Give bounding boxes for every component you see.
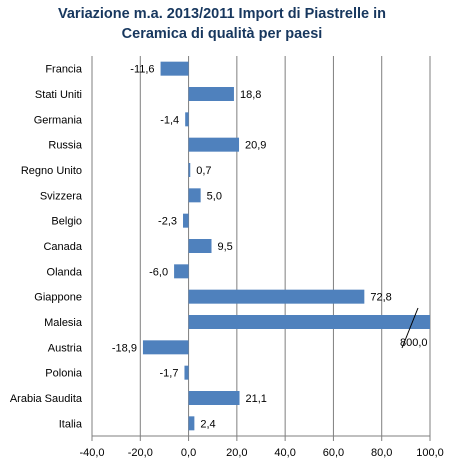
category-label: Arabia Saudita (10, 393, 83, 405)
bar (188, 289, 365, 304)
value-label: -6,0 (149, 266, 168, 278)
bar (188, 163, 191, 177)
x-tick-label: 80,0 (371, 447, 392, 459)
value-label: 20,9 (245, 140, 266, 152)
chart-title-line-1: Variazione m.a. 2013/2011 Import di Pias… (58, 6, 386, 22)
value-label: -11,6 (130, 64, 154, 76)
gridlines (91, 56, 431, 441)
category-label: Svizzera (40, 190, 83, 202)
x-tick-label: 100,0 (416, 447, 444, 459)
bar (185, 112, 189, 127)
value-label: -1,4 (160, 114, 179, 126)
x-tick-label: 40,0 (274, 447, 295, 459)
bar (183, 213, 189, 228)
category-label: Russia (48, 140, 83, 152)
value-label: 21,1 (246, 393, 267, 405)
value-label: 5,0 (207, 190, 222, 202)
category-label: Italia (59, 418, 83, 430)
bar (188, 239, 212, 253)
x-tick-label: -40,0 (79, 447, 104, 459)
category-label: Francia (45, 64, 83, 76)
category-label: Stati Uniti (35, 89, 82, 101)
bars (142, 61, 430, 431)
value-label: 9,5 (218, 241, 233, 253)
category-label: Giappone (34, 292, 82, 304)
value-label: 800,0 (400, 337, 428, 349)
x-tick-label: 60,0 (323, 447, 344, 459)
bar (142, 340, 189, 355)
x-tick-label: 0,0 (181, 447, 196, 459)
value-label: 18,8 (240, 89, 261, 101)
bar (160, 61, 189, 76)
value-label: 72,8 (370, 292, 391, 304)
bar (188, 416, 195, 431)
value-label: 2,4 (200, 418, 215, 430)
axis-break-mark (401, 307, 419, 349)
chart-title-line-2: Ceramica di qualità per paesi (122, 26, 323, 42)
value-label: 0,7 (196, 165, 211, 177)
x-tick-label: 20,0 (226, 447, 247, 459)
category-label: Malesia (44, 317, 83, 329)
bar (188, 137, 240, 152)
category-label: Canada (43, 241, 82, 253)
value-labels: -11,6 18,8 -1,4 20,9 0,7 5,0 -2,3 9,5 -6,0 72,8 80… (112, 64, 428, 431)
bar (174, 264, 189, 279)
category-label: Olanda (47, 266, 83, 278)
bar (188, 391, 240, 405)
x-tick-label: -20,0 (128, 447, 153, 459)
category-label: Belgio (51, 216, 82, 228)
category-label: Austria (48, 342, 83, 354)
category-labels: Francia Stati Uniti Germania Russia Regno Un… (10, 64, 83, 431)
bar (188, 315, 430, 329)
category-label: Regno Unito (21, 165, 82, 177)
value-label: -2,3 (158, 216, 177, 228)
x-axis-tick-labels: -40,0 -20,0 0,0 20,0 40,0 60,0 80,0 100,0 (79, 447, 443, 459)
value-label: -18,9 (112, 342, 137, 354)
bar (188, 188, 201, 203)
bar (184, 365, 189, 380)
bar (188, 87, 234, 101)
category-label: Germania (34, 114, 83, 126)
value-label: -1,7 (159, 368, 178, 380)
category-label: Polonia (45, 368, 83, 380)
